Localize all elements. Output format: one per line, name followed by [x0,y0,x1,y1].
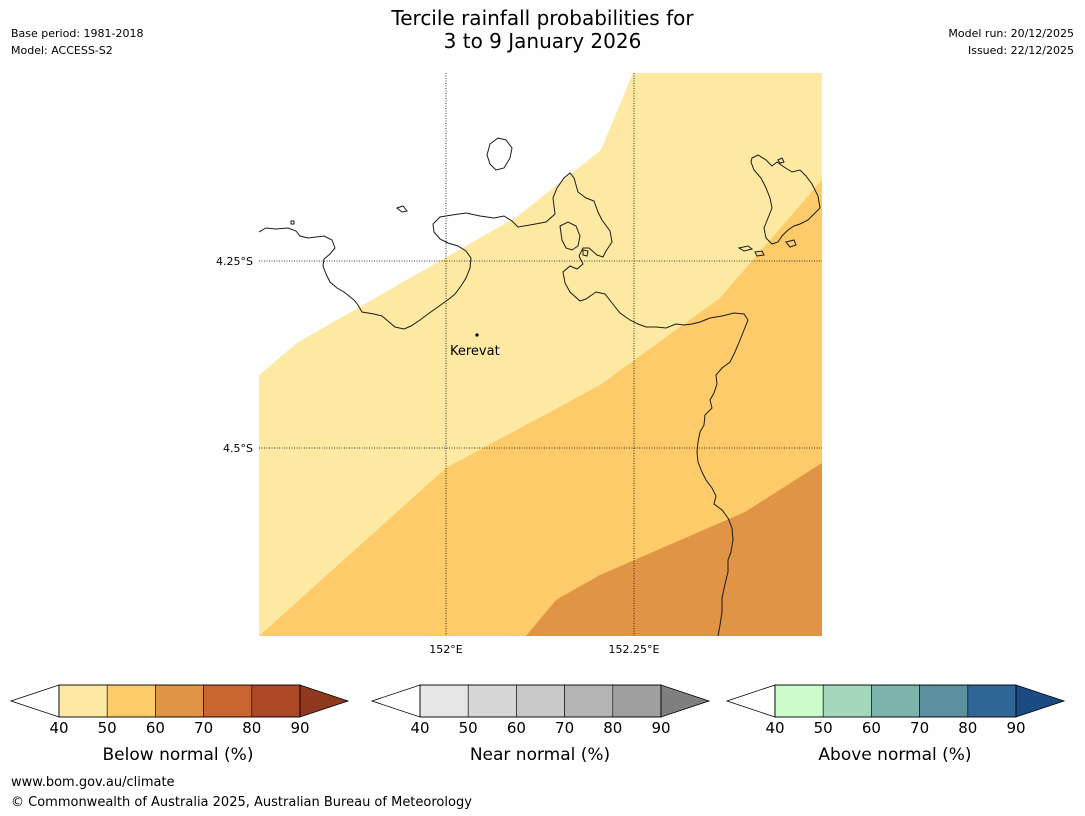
colorbar-swatch [564,684,614,718]
colorbar-label-near: Near normal (%) [469,745,611,765]
issued-text: Issued: 22/12/2025 [967,44,1074,57]
colorbar-outline [774,684,1017,718]
lat-label: 4.25°S [216,255,253,268]
axis-labels: 4.25°S 4.5°S 152°E 152.25°E [216,255,659,656]
colorbar-tick-label: 70 [194,719,214,737]
colorbar-swatch [822,684,872,718]
colorbar-tick-label: 50 [97,719,117,737]
island-small-west [395,205,408,213]
colorbar-swatch [251,684,301,718]
colorbar-label-below: Below normal (%) [102,745,254,765]
coastline-inner [559,221,581,251]
island-north [486,137,513,171]
colorbar-swatch [58,684,108,718]
fill-band-50-60 [259,180,822,636]
islet-5 [582,249,589,257]
colorbar-tick-label: 80 [958,719,978,737]
colorbar-tick-label: 50 [813,719,833,737]
colorbar-tick-label: 40 [410,719,430,737]
colorbar-tick-label: 80 [242,719,262,737]
colorbar-extension-low [370,684,421,718]
colorbar-tick-label: 90 [1006,719,1026,737]
place-marker [475,333,479,337]
colorbar-swatch [774,684,824,718]
lat-label: 4.5°S [223,442,253,455]
colorbar-swatch [919,684,969,718]
islet-4 [777,157,785,164]
colorbar-extension-high [299,684,350,718]
colorbar-tick-label: 40 [765,719,785,737]
colorbar-tick-label: 90 [651,719,671,737]
colorbar-swatch [516,684,565,718]
lon-label: 152.25°E [609,643,660,656]
colorbar-tick-label: 70 [910,719,930,737]
island-dot [290,220,295,225]
colorbar-swatch [467,684,517,718]
islet-1 [737,245,754,252]
base-period-text: Base period: 1981-2018 [11,27,144,40]
colorbar-tick-label: 80 [603,719,623,737]
colorbar-outline [58,684,301,718]
lon-label: 152°E [429,643,462,656]
footer-url: www.bom.gov.au/climate [11,775,175,790]
colorbar-tick-label: 50 [458,719,478,737]
island-east [750,154,821,245]
title-line-1: Tercile rainfall probabilities for [391,6,694,30]
coastline-main [259,172,749,636]
model-run-text: Model run: 20/12/2025 [948,27,1074,40]
colorbar-tick-label: 60 [506,719,526,737]
colorbar-outline [419,684,662,718]
model-text: Model: ACCESS-S2 [11,44,113,57]
colorbar-tick-label: 60 [861,719,881,737]
colorbar-extension-low [725,684,776,718]
colorbar-swatch [967,684,1017,718]
footer-copyright: © Commonwealth of Australia 2025, Austra… [11,795,472,810]
islet-2 [754,250,765,257]
metadata-left: Base period: 1981-2018 Model: ACCESS-S2 [11,25,143,59]
coastline [259,137,821,636]
colorbar-extension-low [9,684,60,718]
colorbar-extension-high [660,684,711,718]
colorbar-tick-label: 90 [290,719,310,737]
colorbar-tick-label: 70 [555,719,575,737]
fill-band-60-70 [526,463,822,636]
colorbar-swatch [419,684,469,718]
colorbar-tick-label: 40 [49,719,69,737]
metadata-right: Model run: 20/12/2025 Issued: 22/12/2025 [948,25,1074,59]
map-title: Tercile rainfall probabilities for 3 to … [0,7,1085,53]
colorbar-swatch [612,684,662,718]
colorbar-swatch [155,684,204,718]
colorbar-label-above: Above normal (%) [818,745,972,765]
title-line-2: 3 to 9 January 2026 [443,29,642,53]
islet-3 [785,239,797,248]
colorbar-swatch [871,684,920,718]
place-label: Kerevat [450,344,500,359]
colorbar-swatch [106,684,156,718]
colorbar-tick-label: 60 [145,719,165,737]
legend-colorbars [9,684,1066,718]
probability-fill [259,73,822,636]
colorbar-extension-high [1015,684,1066,718]
colorbar-swatch [203,684,253,718]
